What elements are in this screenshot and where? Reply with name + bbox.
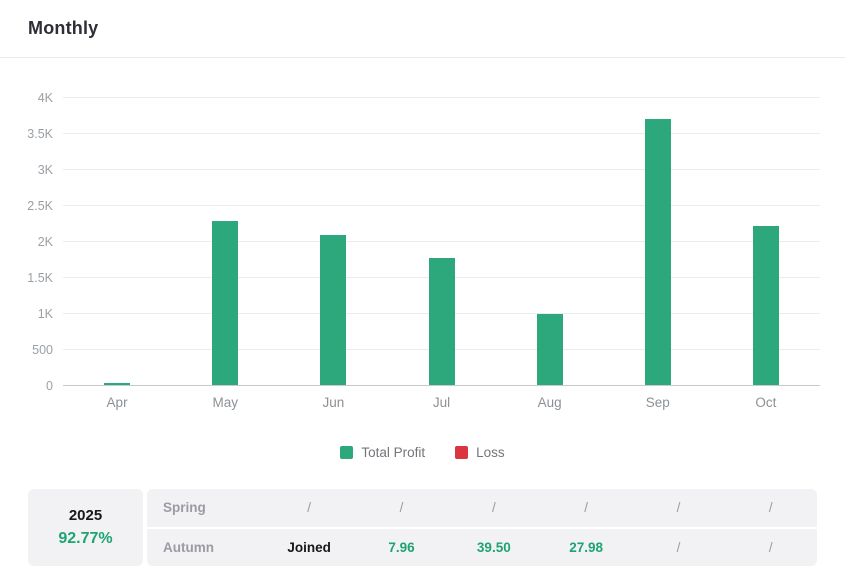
table-cell: /: [768, 500, 773, 516]
table-cell: 39.50: [476, 539, 511, 555]
y-axis-tick-label: 500: [32, 343, 53, 357]
gridline: [63, 205, 820, 206]
x-axis-label-sep: Sep: [645, 395, 670, 410]
legend-swatch-icon: [340, 446, 354, 459]
gridline: [63, 241, 820, 242]
summary-rows: Spring / / / / / / Autumn Joined 7.96 39.50 27.98 / /: [147, 489, 817, 566]
bar-aug[interactable]: [536, 313, 563, 385]
y-axis-tick-label: 0: [46, 379, 53, 393]
monthly-bar-chart: 0 500 1K 1.5K 2K 2.5K 3K 3.5K 4K Apr May Jun Jul Aug S…: [0, 59, 845, 489]
summary-year: 2025: [68, 507, 103, 524]
legend-swatch-icon: [455, 446, 469, 459]
row-label: Spring: [163, 500, 206, 516]
bar-apr[interactable]: [104, 382, 131, 385]
y-axis-tick-label: 3K: [37, 163, 53, 177]
gridline: [63, 97, 820, 98]
x-axis-label-apr: Apr: [106, 395, 128, 410]
summary-win-rate: 92.77%: [58, 530, 113, 547]
x-axis-label-may: May: [212, 395, 238, 410]
y-axis-tick-label: 2K: [37, 235, 53, 249]
table-cell: /: [491, 500, 496, 516]
y-axis-tick-label: 1.5K: [27, 271, 53, 285]
bar-may[interactable]: [212, 220, 239, 385]
table-cell: 27.98: [569, 539, 604, 555]
table-cell: /: [307, 500, 312, 516]
chart-legend: Total Profit Loss: [0, 445, 845, 460]
gridline: [63, 385, 820, 386]
legend-item-total-profit[interactable]: Total Profit: [340, 445, 425, 460]
gridline: [63, 169, 820, 170]
bar-jul[interactable]: [428, 258, 455, 385]
table-cell: /: [676, 539, 681, 555]
table-cell: /: [676, 500, 681, 516]
y-axis-tick-label: 1K: [37, 307, 53, 321]
y-axis-tick-label: 2.5K: [27, 199, 53, 213]
legend-label: Loss: [476, 445, 505, 460]
summary-table: 2025 92.77% Spring / / / / / / Autumn Joined 7.96…: [28, 489, 817, 566]
row-label: Autumn: [163, 539, 214, 555]
table-cell: /: [768, 539, 773, 555]
table-cell: /: [584, 500, 589, 516]
bar-sep[interactable]: [644, 118, 671, 385]
table-row-autumn: Autumn Joined 7.96 39.50 27.98 / /: [147, 528, 817, 566]
plot-area: 0 500 1K 1.5K 2K 2.5K 3K 3.5K 4K Apr May Jun Jul Aug S…: [27, 91, 820, 410]
y-axis-tick-label: 4K: [37, 91, 53, 105]
table-cell: /: [399, 500, 404, 516]
legend-label: Total Profit: [361, 445, 426, 460]
legend-item-loss[interactable]: Loss: [455, 445, 505, 460]
y-axis-tick-label: 3.5K: [27, 127, 53, 141]
summary-year-cell: 2025 92.77%: [28, 489, 143, 566]
page-title: Monthly: [28, 18, 99, 38]
table-row-spring: Spring / / / / / /: [147, 489, 817, 527]
header: Monthly: [0, 0, 845, 58]
bar-jun[interactable]: [320, 235, 347, 385]
table-cell: 7.96: [388, 539, 415, 555]
x-axis-label-jul: Jul: [432, 395, 451, 410]
bar-oct[interactable]: [752, 225, 779, 385]
x-axis-label-oct: Oct: [755, 395, 777, 410]
gridline: [63, 133, 820, 134]
x-axis-label-jun: Jun: [322, 395, 345, 410]
table-cell: Joined: [287, 539, 331, 555]
x-axis-label-aug: Aug: [537, 395, 562, 410]
